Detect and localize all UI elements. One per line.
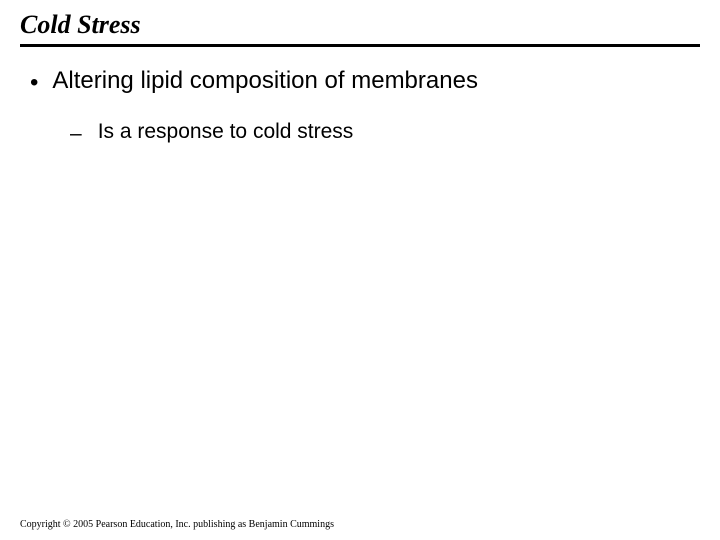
copyright-text: Copyright © 2005 Pearson Education, Inc.…	[20, 519, 334, 530]
bullet-level-1: • Altering lipid composition of membrane…	[30, 67, 700, 98]
bullet-l2-text: Is a response to cold stress	[98, 120, 354, 144]
bullet-l2-marker: –	[70, 120, 82, 147]
bullet-level-2: – Is a response to cold stress	[70, 120, 700, 147]
bullet-l1-text: Altering lipid composition of membranes	[52, 67, 478, 95]
title-underline	[20, 44, 700, 47]
slide-container: Cold Stress • Altering lipid composition…	[0, 0, 720, 540]
slide-title: Cold Stress	[20, 10, 700, 44]
bullet-l1-marker: •	[30, 67, 38, 98]
